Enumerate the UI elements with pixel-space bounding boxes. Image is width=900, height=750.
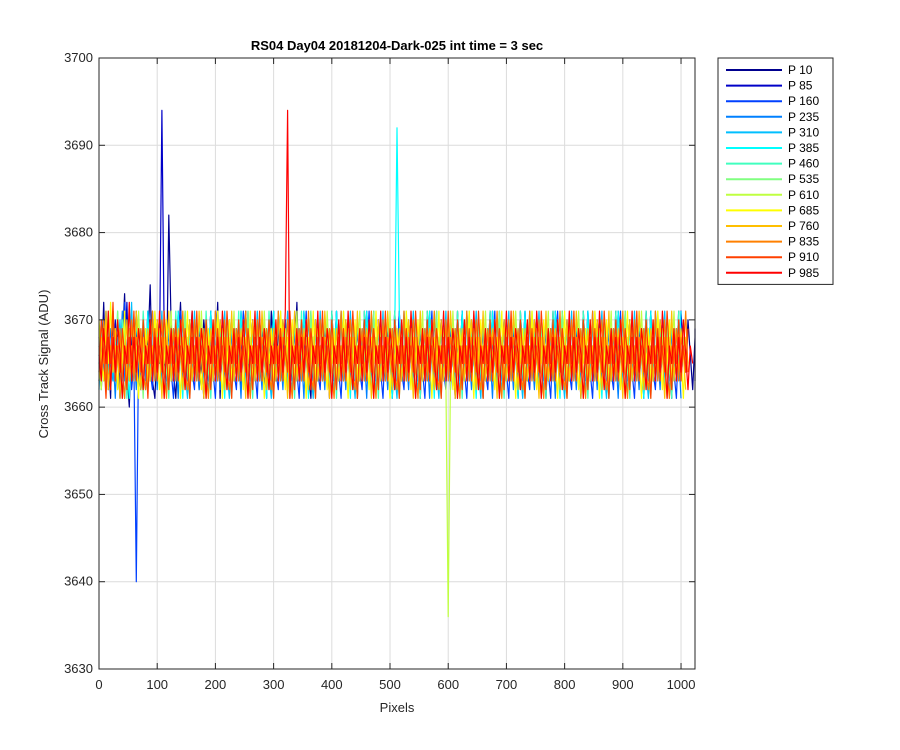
x-tick-label: 1000 <box>667 677 696 692</box>
legend-entry-label: P 760 <box>788 219 819 233</box>
x-tick-label: 400 <box>321 677 343 692</box>
legend-box <box>717 57 834 285</box>
x-axis: 0 100 200 300 400 500 600 700 800 900 1000 <box>95 58 695 692</box>
legend-entry-label: P 385 <box>788 141 819 155</box>
x-tick-label: 500 <box>379 677 401 692</box>
series-line-p985 <box>98 109 694 399</box>
x-tick-label: 200 <box>205 677 227 692</box>
x-axis-label: Pixels <box>380 700 415 715</box>
plot-frame <box>98 57 696 670</box>
y-axis-label: Cross Track Signal (ADU) <box>36 290 51 439</box>
y-tick-label: 3650 <box>64 486 93 501</box>
y-tick-label: 3660 <box>64 399 93 414</box>
legend-entry-label: P 310 <box>788 125 819 139</box>
y-tick-label: 3680 <box>64 225 93 240</box>
y-tick-label: 3700 <box>64 50 93 65</box>
legend-entry-label: P 535 <box>788 172 819 186</box>
legend-entry-label: P 985 <box>788 266 819 280</box>
x-tick-label: 900 <box>612 677 634 692</box>
legend-entry-label: P 235 <box>788 110 819 124</box>
x-tick-label: 0 <box>95 677 102 692</box>
series-line-p910 <box>98 301 689 399</box>
x-tick-label: 100 <box>146 677 168 692</box>
x-tick-label: 300 <box>263 677 285 692</box>
x-tick-label: 700 <box>496 677 518 692</box>
legend-entry-label: P 85 <box>788 79 813 93</box>
series-group <box>98 109 696 618</box>
legend-entry-label: P 610 <box>788 188 819 202</box>
legend-entry-label: P 160 <box>788 94 819 108</box>
legend-entry-label: P 910 <box>788 250 819 264</box>
x-tick-label: 600 <box>437 677 459 692</box>
legend-entry-label: P 685 <box>788 203 819 217</box>
y-tick-label: 3670 <box>64 312 93 327</box>
y-tick-label: 3630 <box>64 661 93 676</box>
x-tick-label: 800 <box>554 677 576 692</box>
y-tick-label: 3690 <box>64 137 93 152</box>
chart-title: RS04 Day04 20181204-Dark-025 int time = … <box>251 38 543 53</box>
y-axis: 3630 3640 3650 3660 3670 3680 3690 3700 <box>64 50 695 676</box>
y-tick-label: 3640 <box>64 574 93 589</box>
legend-entry-label: P 835 <box>788 235 819 249</box>
legend-entry-label: P 460 <box>788 157 819 171</box>
legend-entry-label: P 10 <box>788 63 813 77</box>
